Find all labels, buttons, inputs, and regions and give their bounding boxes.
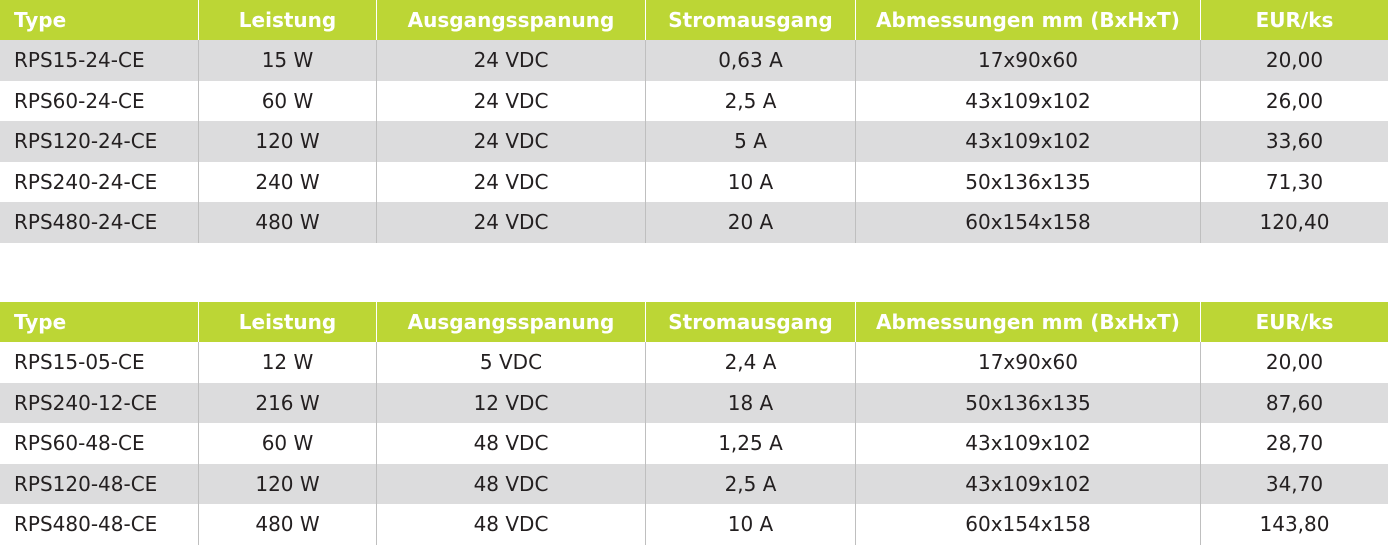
- cell-price: 143,80: [1259, 512, 1330, 537]
- cell-price: 33,60: [1265, 129, 1324, 154]
- cell-leistung: 15 W: [199, 40, 377, 81]
- header-leistung: Leistung: [199, 0, 377, 40]
- cell-abmessungen: 17x90x60: [856, 40, 1201, 81]
- header-stromausgang: Stromausgang: [646, 0, 856, 40]
- cell-stromausgang: 20 A: [646, 202, 856, 243]
- price-table-mixed: Type Leistung Ausgangsspanung Stromausga…: [0, 302, 1388, 545]
- cell-stromausgang: 2,5 A: [646, 80, 856, 121]
- header-price: EUR/ks: [1255, 310, 1334, 334]
- cell-type: RPS240-12-CE: [0, 382, 199, 423]
- cell-abmessungen: 43x109x102: [856, 121, 1201, 162]
- cell-type: RPS15-05-CE: [0, 342, 199, 383]
- header-type: Type: [0, 302, 199, 342]
- cell-ausgangsspanung: 48 VDC: [377, 463, 646, 504]
- cell-leistung: 60 W: [199, 423, 377, 464]
- cell-leistung: 60 W: [199, 80, 377, 121]
- cell-abmessungen: 43x109x102: [856, 80, 1201, 121]
- cell-leistung: 480 W: [199, 504, 377, 545]
- cell-ausgangsspanung: 48 VDC: [377, 504, 646, 545]
- price-table-24v: Type Leistung Ausgangsspanung Stromausga…: [0, 0, 1388, 243]
- cell-leistung: 12 W: [199, 342, 377, 383]
- cell-price: 71,30: [1265, 169, 1324, 194]
- cell-price: 20,00: [1265, 48, 1324, 73]
- cell-stromausgang: 10 A: [646, 504, 856, 545]
- cell-leistung: 120 W: [199, 121, 377, 162]
- header-leistung: Leistung: [199, 302, 377, 342]
- cell-abmessungen: 60x154x158: [856, 504, 1201, 545]
- table-row: RPS120-48-CE 120 W 48 VDC 2,5 A 43x109x1…: [0, 463, 1388, 504]
- header-ausgangsspanung: Ausgangsspanung: [377, 0, 646, 40]
- cell-leistung: 120 W: [199, 463, 377, 504]
- table-row: RPS120-24-CE 120 W 24 VDC 5 A 43x109x102…: [0, 121, 1388, 162]
- table-row: RPS15-24-CE 15 W 24 VDC 0,63 A 17x90x60 …: [0, 40, 1388, 81]
- table-row: RPS60-48-CE 60 W 48 VDC 1,25 A 43x109x10…: [0, 423, 1388, 464]
- table-row: RPS60-24-CE 60 W 24 VDC 2,5 A 43x109x102…: [0, 80, 1388, 121]
- cell-type: RPS240-24-CE: [0, 161, 199, 202]
- cell-type: RPS120-48-CE: [0, 463, 199, 504]
- cell-stromausgang: 2,5 A: [646, 463, 856, 504]
- cell-type: RPS480-48-CE: [0, 504, 199, 545]
- table-row: RPS480-24-CE 480 W 24 VDC 20 A 60x154x15…: [0, 202, 1388, 243]
- cell-type: RPS15-24-CE: [0, 40, 199, 81]
- cell-ausgangsspanung: 24 VDC: [377, 40, 646, 81]
- table-header-row: Type Leistung Ausgangsspanung Stromausga…: [0, 302, 1388, 342]
- cell-price: 26,00: [1265, 88, 1324, 113]
- table-header-row: Type Leistung Ausgangsspanung Stromausga…: [0, 0, 1388, 40]
- header-price: EUR/ks: [1255, 8, 1334, 32]
- cell-type: RPS60-48-CE: [0, 423, 199, 464]
- cell-abmessungen: 43x109x102: [856, 463, 1201, 504]
- cell-price: 28,70: [1265, 431, 1324, 456]
- cell-abmessungen: 50x136x135: [856, 382, 1201, 423]
- cell-type: RPS480-24-CE: [0, 202, 199, 243]
- cell-abmessungen: 17x90x60: [856, 342, 1201, 383]
- cell-abmessungen: 43x109x102: [856, 423, 1201, 464]
- cell-stromausgang: 5 A: [646, 121, 856, 162]
- header-stromausgang: Stromausgang: [646, 302, 856, 342]
- cell-type: RPS60-24-CE: [0, 80, 199, 121]
- cell-abmessungen: 60x154x158: [856, 202, 1201, 243]
- cell-type: RPS120-24-CE: [0, 121, 199, 162]
- cell-stromausgang: 18 A: [646, 382, 856, 423]
- cell-leistung: 240 W: [199, 161, 377, 202]
- cell-leistung: 480 W: [199, 202, 377, 243]
- cell-leistung: 216 W: [199, 382, 377, 423]
- table-row: RPS15-05-CE 12 W 5 VDC 2,4 A 17x90x60 20…: [0, 342, 1388, 383]
- cell-ausgangsspanung: 5 VDC: [377, 342, 646, 383]
- header-type: Type: [0, 0, 199, 40]
- cell-stromausgang: 0,63 A: [646, 40, 856, 81]
- cell-abmessungen: 50x136x135: [856, 161, 1201, 202]
- header-abmessungen: Abmessungen mm (BxHxT): [856, 302, 1201, 342]
- table-row: RPS240-24-CE 240 W 24 VDC 10 A 50x136x13…: [0, 161, 1388, 202]
- header-ausgangsspanung: Ausgangsspanung: [377, 302, 646, 342]
- cell-ausgangsspanung: 24 VDC: [377, 80, 646, 121]
- cell-ausgangsspanung: 24 VDC: [377, 121, 646, 162]
- cell-price: 34,70: [1265, 471, 1324, 496]
- cell-price: 87,60: [1265, 390, 1324, 415]
- cell-ausgangsspanung: 24 VDC: [377, 202, 646, 243]
- header-abmessungen: Abmessungen mm (BxHxT): [856, 0, 1201, 40]
- cell-price: 20,00: [1265, 350, 1324, 375]
- cell-ausgangsspanung: 24 VDC: [377, 161, 646, 202]
- cell-ausgangsspanung: 48 VDC: [377, 423, 646, 464]
- cell-stromausgang: 1,25 A: [646, 423, 856, 464]
- table-row: RPS240-12-CE 216 W 12 VDC 18 A 50x136x13…: [0, 382, 1388, 423]
- cell-ausgangsspanung: 12 VDC: [377, 382, 646, 423]
- table-row: RPS480-48-CE 480 W 48 VDC 10 A 60x154x15…: [0, 504, 1388, 545]
- cell-stromausgang: 10 A: [646, 161, 856, 202]
- cell-price: 120,40: [1259, 210, 1330, 235]
- cell-stromausgang: 2,4 A: [646, 342, 856, 383]
